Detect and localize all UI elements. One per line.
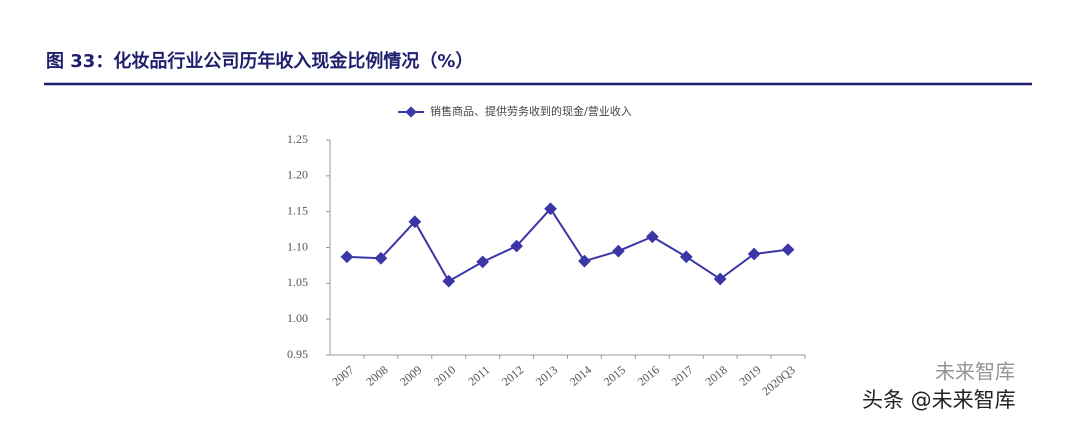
x-tick-label: 2011 xyxy=(465,363,492,389)
marker xyxy=(340,250,354,264)
y-tick-label: 1.20 xyxy=(287,168,308,182)
chart-title: 图 33：化妆品行业公司历年收入现金比例情况（%） xyxy=(46,50,473,72)
x-tick-label: 2014 xyxy=(567,363,594,389)
y-tick-label: 1.25 xyxy=(287,132,308,146)
marker xyxy=(612,244,625,258)
y-tick-label: 1.15 xyxy=(287,203,308,217)
y-tick-label: 1.00 xyxy=(287,311,308,325)
marker xyxy=(442,274,456,288)
marker xyxy=(645,230,659,244)
x-tick-label: 2015 xyxy=(601,363,628,389)
x-tick-label: 2009 xyxy=(397,363,424,389)
marker xyxy=(578,254,591,268)
marker xyxy=(679,250,693,264)
legend-label: 销售商品、提供劳务收到的现金/营业收入 xyxy=(430,104,632,118)
watermark: 未来智库 xyxy=(935,360,1015,384)
x-tick-label: 2017 xyxy=(669,363,696,389)
x-tick-label: 2010 xyxy=(431,363,458,389)
x-tick-label: 2008 xyxy=(363,363,390,389)
x-tick-label: 2016 xyxy=(635,363,662,389)
line xyxy=(346,207,789,283)
marker xyxy=(408,215,422,229)
marker xyxy=(374,251,388,265)
x-tick-label: 2012 xyxy=(499,363,526,389)
y-tick-label: 1.10 xyxy=(287,239,308,253)
x-tick-label: 2020Q3 xyxy=(759,363,798,399)
x-tick-label: 2018 xyxy=(702,363,729,389)
watermark: 头条 @未来智库 xyxy=(862,388,1016,412)
x-tick-label: 2013 xyxy=(533,363,560,389)
marker xyxy=(476,255,490,269)
x-tick-label: 2007 xyxy=(329,363,356,389)
y-tick-label: 0.95 xyxy=(287,347,308,361)
y-tick-label: 1.05 xyxy=(287,275,308,289)
x-tick-label: 2019 xyxy=(736,363,763,389)
marker xyxy=(781,243,795,257)
legend-marker xyxy=(405,106,417,118)
